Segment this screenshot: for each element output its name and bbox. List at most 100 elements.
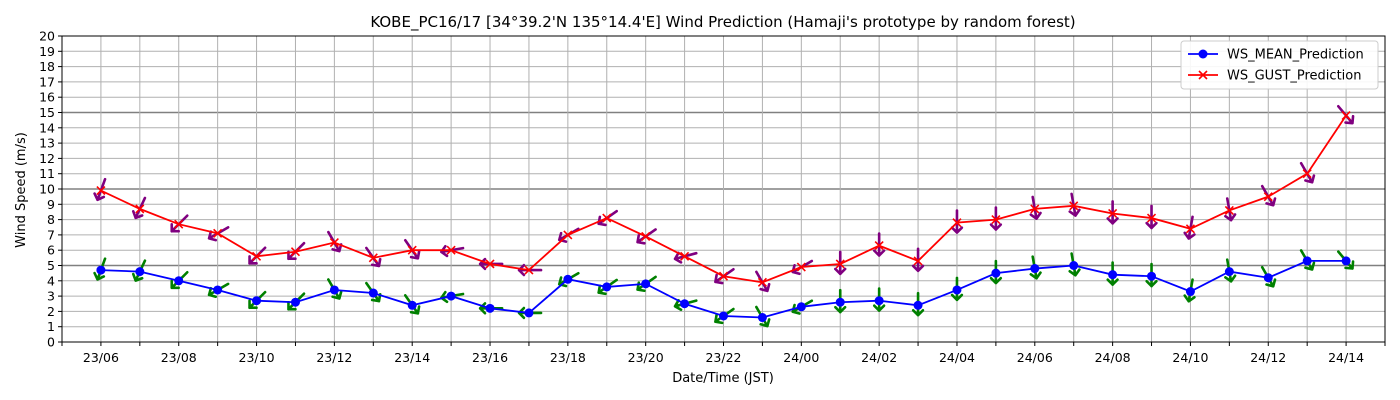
x-tick-label: 23/20 [628,350,664,365]
gust-data-point [96,185,106,196]
x-tick-label: 24/00 [783,350,819,365]
y-tick-label: 20 [39,29,55,44]
gust-data-point [485,259,495,269]
x-tick-label: 23/12 [316,350,352,365]
y-axis-title: Wind Speed (m/s) [14,132,29,248]
mean-data-point [641,279,651,289]
mean-data-point [174,276,184,286]
gust-data-point [368,253,378,263]
mean-data-point [1069,261,1079,270]
x-tick-label: 24/12 [1250,350,1286,365]
y-tick-label: 11 [39,166,55,181]
gust-data-point [835,259,845,269]
mean-data-point [485,303,495,313]
gust-data-point [1263,192,1273,202]
series-layer [93,104,1355,328]
mean-data-point [835,297,845,307]
mean-data-point [524,308,534,318]
mean-data-point [1224,267,1234,277]
y-tick-label: 2 [47,304,55,319]
gust-data-point [1030,204,1040,214]
mean-data-point [1108,270,1118,280]
mean-data-point [563,274,573,284]
mean-data-point [213,285,223,295]
x-tick-label: 23/18 [550,350,586,365]
mean-data-point [757,313,767,323]
mean-data-point [1302,256,1312,266]
mean-data-point [1030,264,1040,274]
legend-box [1180,40,1379,90]
x-tick-label: 24/10 [1172,350,1208,365]
mean-data-point [290,297,300,307]
x-tick-label: 24/08 [1095,350,1131,365]
x-tick-label: 24/14 [1328,350,1364,365]
legend-mean-marker [1198,49,1208,59]
gust-data-point [874,241,884,251]
mean-data-point [602,282,612,292]
mean-data-point [991,268,1001,278]
x-tick-label: 24/02 [861,350,897,365]
gust-data-point [524,265,534,275]
y-tick-label: 18 [39,59,55,74]
gust-data-point [213,228,223,238]
y-tick-label: 6 [47,243,55,258]
plot-frame [61,35,1386,343]
x-tick-label: 23/14 [394,350,430,365]
y-tick-label: 14 [39,120,55,135]
gust-data-point [1224,205,1234,215]
chart-title: KOBE_PC16/17 [34°39.2'N 135°14.4'E] Wind… [370,13,1075,32]
y-tick-label: 5 [47,258,55,273]
mean-data-point [680,299,690,309]
gust-data-point [757,277,767,287]
mean-data-point [446,291,456,301]
y-tick-label: 10 [39,182,55,197]
gust-data-point [1108,208,1118,219]
mean-data-point [368,288,378,298]
legend-mean-label: WS_MEAN_Prediction [1227,48,1364,63]
gust-data-point [174,219,184,229]
mean-data-point [329,285,339,295]
y-tick-label: 19 [39,44,55,59]
gust-data-point [290,247,301,257]
mean-data-point [1341,256,1351,266]
mean-data-point [913,300,923,310]
gust-data-point [1069,201,1079,211]
gust-data-point [251,251,262,261]
x-tick-label: 23/10 [239,350,275,365]
legend-gust-marker [1198,70,1208,80]
gust-data-point [135,204,145,214]
y-tick-label: 8 [47,212,55,227]
x-tick-label: 24/06 [1017,350,1053,365]
gust-data-point [718,271,729,281]
y-tick-label: 3 [47,289,55,304]
y-tick-label: 13 [39,136,55,151]
y-tick-label: 9 [47,197,55,212]
gust-data-point [407,245,417,255]
y-tick-label: 0 [47,335,55,350]
mean-data-point [874,296,884,306]
gust-data-point [680,251,690,261]
gust-data-point [796,262,806,272]
y-tick-label: 1 [47,319,55,334]
y-tick-label: 7 [47,227,55,242]
legend-gust-label: WS_GUST_Prediction [1227,69,1361,84]
mean-data-point [407,300,417,310]
gust-data-point [913,256,923,266]
grid-layer [61,35,1386,343]
gust-data-point [991,215,1001,225]
gust-data-point [1185,224,1196,234]
x-tick-label: 23/06 [83,350,119,365]
gust-data-point [1146,213,1157,223]
gust-data-point [1341,110,1351,121]
x-tick-label: 23/08 [161,350,197,365]
mean-data-point [96,265,106,275]
gust-data-point [563,230,573,240]
y-tick-label: 17 [39,74,55,89]
mean-data-point [135,267,145,277]
mean-data-point [1263,273,1273,283]
y-tick-label: 16 [39,90,55,105]
x-axis-title: Date/Time (JST) [672,371,774,386]
